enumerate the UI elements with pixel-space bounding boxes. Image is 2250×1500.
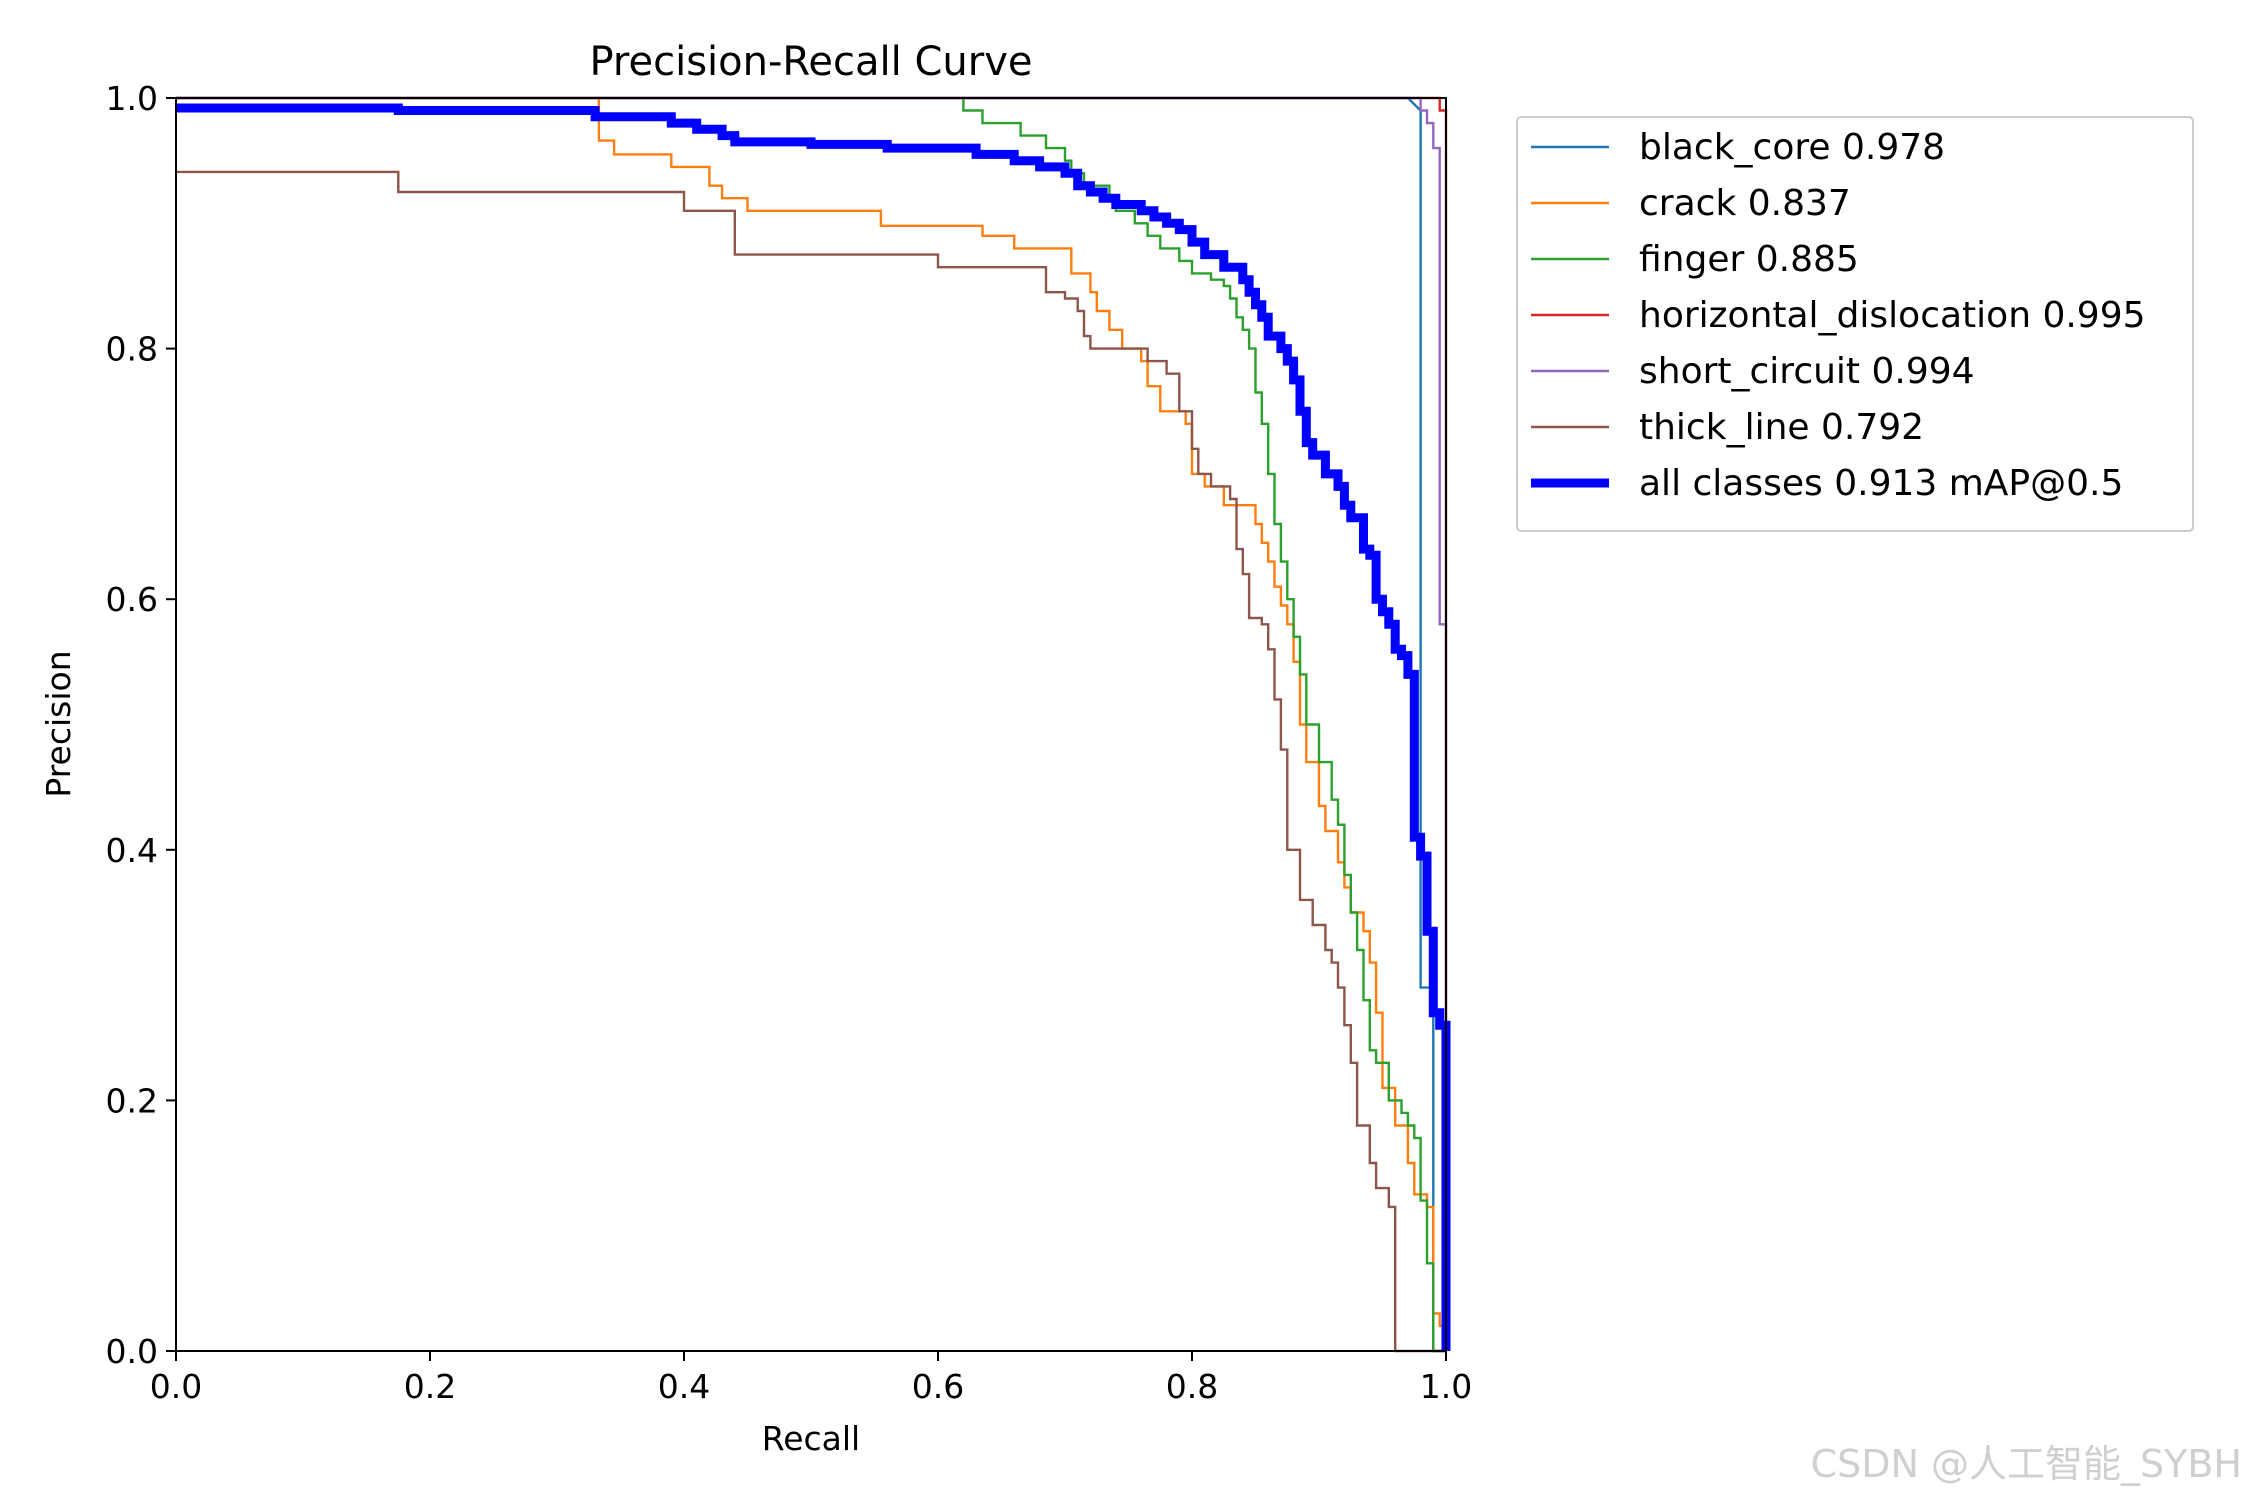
legend-label: thick_line 0.792 — [1639, 407, 1924, 448]
series-line-4 — [176, 96, 1448, 1351]
chart-title: Precision-Recall Curve — [590, 39, 1033, 85]
legend-label: black_core 0.978 — [1639, 127, 1945, 168]
x-axis-title: Recall — [762, 1419, 860, 1458]
legend-label: short_circuit 0.994 — [1639, 351, 1975, 392]
x-tick-label: 0.6 — [912, 1367, 964, 1406]
series-line-2 — [176, 96, 1446, 1353]
series-line-6 — [176, 103, 1451, 1351]
legend-label: all classes 0.913 mAP@0.5 — [1639, 463, 2123, 504]
legend-label: finger 0.885 — [1639, 239, 1859, 280]
y-tick-label: 0.0 — [106, 1332, 158, 1371]
x-tick-label: 0.4 — [658, 1367, 710, 1406]
series-line-1 — [176, 96, 1446, 1328]
legend-box — [1516, 116, 2194, 532]
y-tick-label: 0.2 — [106, 1081, 158, 1120]
ticks-layer: 0.0 0.2 0.4 0.6 0.8 1.0 0.0 0.2 0.4 0.6 0.8 1.0 — [106, 79, 1473, 1406]
y-tick-label: 1.0 — [106, 79, 158, 118]
series-line-5 — [176, 170, 1446, 1353]
x-tick-label: 0.2 — [404, 1367, 456, 1406]
watermark: CSDN @人工智能_SYBH — [1811, 1442, 2242, 1486]
legend-label: horizontal_dislocation 0.995 — [1639, 295, 2146, 336]
y-tick-label: 0.4 — [106, 831, 158, 870]
y-tick-label: 0.8 — [106, 330, 158, 369]
legend: black_core 0.978 crack 0.837 finger 0.885 h… — [1516, 116, 2194, 532]
y-axis-title: Precision — [39, 650, 78, 797]
plot-frame — [175, 97, 1447, 1352]
y-tick-label: 0.6 — [106, 580, 158, 619]
x-tick-label: 0.0 — [150, 1367, 202, 1406]
legend-label: crack 0.837 — [1639, 183, 1851, 224]
x-tick-label: 0.8 — [1166, 1367, 1218, 1406]
x-tick-label: 1.0 — [1420, 1367, 1472, 1406]
